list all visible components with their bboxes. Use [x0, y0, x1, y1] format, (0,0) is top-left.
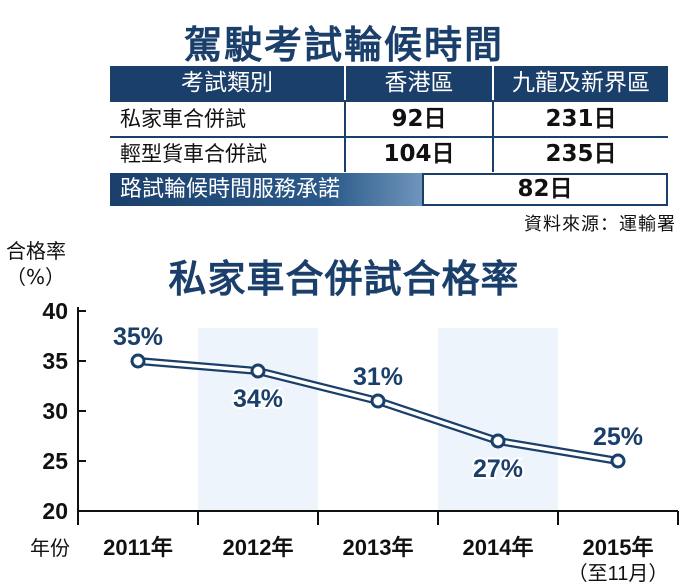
table-line — [492, 100, 494, 172]
data-point — [370, 393, 386, 409]
x-tick-label: 2015年 — [583, 535, 654, 560]
x-tick-label: 2013年 — [343, 535, 414, 560]
chart-title: 私家車合併試合格率 — [168, 256, 520, 301]
service-pledge-value: 82日 — [422, 173, 668, 206]
y-axis-label: 合格率 （%） — [6, 238, 66, 290]
data-point — [250, 363, 266, 379]
x-tick-label: 2011年 — [103, 535, 173, 560]
light-goods-hk: 104日 — [383, 141, 455, 167]
y-axis-label-line: 合格率 — [6, 239, 66, 263]
table-title: 駕駛考試輪候時間 — [183, 22, 504, 67]
y-tick-label: 30 — [42, 398, 68, 424]
y-axis-label-line: （%） — [6, 265, 66, 289]
data-point — [130, 353, 146, 369]
data-point — [610, 453, 626, 469]
year-band — [198, 328, 318, 511]
data-label: 35% — [113, 323, 163, 351]
x-tick-label: 2012年 — [223, 535, 294, 560]
data-label: 25% — [593, 423, 643, 451]
header-hk: 香港區 — [346, 66, 492, 100]
x-axis-label: 年份 — [30, 537, 70, 560]
data-label: 31% — [353, 363, 403, 391]
x-tick-label: 2014年 — [463, 535, 534, 560]
data-label: 34% — [233, 385, 283, 413]
y-tick-label: 20 — [42, 498, 68, 524]
source-note: 資料來源：運輸署 — [524, 214, 676, 235]
y-tick-label: 35 — [42, 348, 68, 374]
y-tick-label: 25 — [42, 448, 68, 474]
y-tick-label: 40 — [42, 298, 68, 324]
header-kln: 九龍及新界區 — [494, 66, 668, 100]
year-band — [438, 328, 558, 511]
table-line — [110, 100, 668, 102]
data-label: 27% — [473, 455, 523, 483]
table-line — [344, 100, 346, 172]
data-point — [490, 433, 506, 449]
table-line — [110, 136, 668, 138]
row-label-private-car: 私家車合併試 — [120, 107, 246, 131]
row-label-light-goods: 輕型貨車合併試 — [120, 142, 267, 166]
header-category: 考試類別 — [110, 66, 344, 100]
light-goods-kln: 235日 — [545, 141, 617, 167]
service-pledge-label: 路試輪候時間服務承諾 — [110, 173, 422, 206]
private-car-hk: 92日 — [391, 106, 447, 132]
x-tick-note: （至11月） — [568, 562, 669, 585]
private-car-kln: 231日 — [545, 106, 617, 132]
